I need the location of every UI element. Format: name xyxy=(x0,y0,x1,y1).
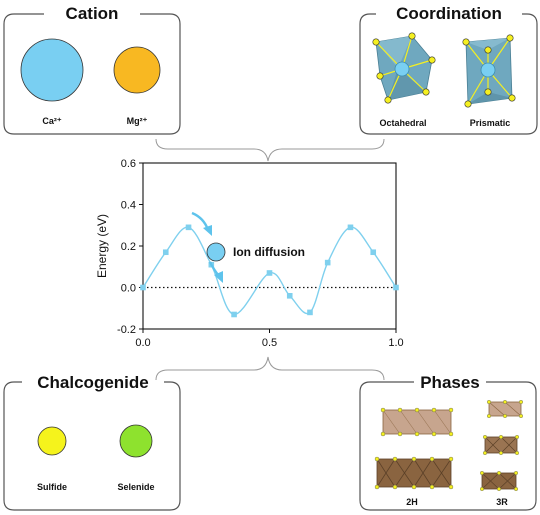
y-tick-label: -0.2 xyxy=(117,324,136,336)
chalcogenide-panel-title: Chalcogenide xyxy=(37,373,148,392)
ion-diffusion-label: Ion diffusion xyxy=(233,245,305,259)
y-tick-label: 0.2 xyxy=(121,241,136,253)
prismatic-polyhedron xyxy=(462,34,516,108)
octahedral-label: Octahedral xyxy=(379,118,426,128)
sulfide-label: Sulfide xyxy=(37,482,67,492)
y-axis-label: Energy (eV) xyxy=(95,214,109,278)
calcium-ion-circle xyxy=(20,38,84,102)
phase-2h-structure xyxy=(374,407,454,490)
selenide-circle xyxy=(119,424,153,458)
cation-panel-title: Cation xyxy=(66,4,119,23)
diffusion-arrowhead-2 xyxy=(214,271,223,283)
diffusion-arrowhead-1 xyxy=(203,225,212,236)
magnesium-ion-label: Mg²⁺ xyxy=(127,116,148,126)
data-point-marker xyxy=(162,249,169,256)
data-point-marker xyxy=(185,224,192,231)
bottom-brace xyxy=(155,356,385,381)
data-point-marker xyxy=(140,284,146,291)
x-tick-label: 0.0 xyxy=(135,337,150,349)
x-tick-label: 1.0 xyxy=(388,337,403,349)
data-point-marker xyxy=(370,249,377,256)
x-tick-label: 0.5 xyxy=(262,337,277,349)
data-point-marker xyxy=(393,284,399,291)
phase-3r-structure xyxy=(480,400,524,492)
data-point-marker xyxy=(286,293,293,299)
data-point-marker xyxy=(324,259,331,266)
calcium-ion-label: Ca²⁺ xyxy=(42,116,62,126)
y-axis-ticks: -0.2 0.0 0.2 0.4 0.6 xyxy=(117,158,143,336)
ion-diffusion-annotation: Ion diffusion xyxy=(191,211,305,283)
y-tick-label: 0.4 xyxy=(121,200,136,212)
y-tick-label: 0.6 xyxy=(121,158,136,170)
data-point-marker xyxy=(307,309,313,316)
data-point-marker xyxy=(266,270,273,276)
phases-panel-frame xyxy=(359,381,537,511)
ion-circle-icon xyxy=(206,242,226,262)
coordination-panel: Coordination xyxy=(359,4,538,135)
sulfide-circle xyxy=(37,426,67,456)
octahedral-polyhedron xyxy=(372,32,436,104)
coordination-panel-frame xyxy=(359,13,538,135)
phase-2h-label: 2H xyxy=(406,497,418,507)
phases-panel-title: Phases xyxy=(420,373,480,392)
energy-profile-chart: -0.20.00.20.40.6 0.0 0.5 1.0 Energy (eV) I… xyxy=(95,158,404,349)
data-point-marker xyxy=(347,224,354,231)
top-brace xyxy=(155,138,385,162)
y-tick-label: 0.0 xyxy=(121,283,136,295)
phase-3r-label: 3R xyxy=(496,497,508,507)
chalcogenide-panel-frame xyxy=(3,381,181,511)
x-axis-ticks: 0.0 0.5 1.0 xyxy=(135,329,404,349)
data-markers xyxy=(140,224,399,318)
phases-panel: Phases xyxy=(359,373,537,511)
data-point-marker xyxy=(231,311,237,318)
magnesium-ion-circle xyxy=(113,46,161,94)
chalcogenide-panel: Chalcogenide Sulfide Selenide xyxy=(3,373,181,511)
selenide-label: Selenide xyxy=(117,482,154,492)
coordination-panel-title: Coordination xyxy=(396,4,502,23)
prismatic-label: Prismatic xyxy=(470,118,511,128)
cation-panel-frame xyxy=(3,13,181,135)
cation-panel: Cation Ca²⁺ Mg²⁺ xyxy=(3,4,181,135)
